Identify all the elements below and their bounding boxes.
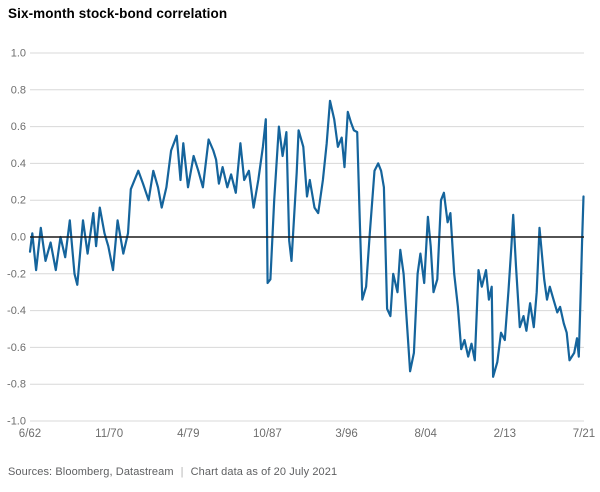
y-tick-label: -0.2 — [7, 268, 26, 280]
x-tick-label: 2/13 — [494, 428, 516, 440]
chart-title: Six-month stock-bond correlation — [8, 6, 228, 21]
chart-footer: Sources: Bloomberg, Datastream | Chart dat… — [8, 466, 337, 478]
x-tick-label: 7/21 — [573, 428, 595, 440]
footer-separator: | — [180, 466, 184, 478]
y-tick-label: -0.8 — [7, 379, 26, 391]
y-tick-label: 1.0 — [11, 48, 26, 60]
x-tick-label: 8/04 — [415, 428, 438, 440]
x-tick-label: 11/70 — [95, 428, 123, 440]
y-tick-label: -0.6 — [7, 342, 26, 354]
sources-text: Sources: Bloomberg, Datastream — [8, 466, 174, 478]
y-tick-label: 0.0 — [11, 232, 26, 244]
y-tick-label: 0.8 — [11, 84, 26, 96]
asof-text: Chart data as of 20 July 2021 — [190, 466, 338, 478]
x-tick-label: 4/79 — [177, 428, 199, 440]
x-tick-label: 10/87 — [253, 428, 282, 440]
y-tick-label: 0.2 — [11, 195, 26, 207]
y-tick-label: 0.4 — [11, 158, 26, 170]
y-tick-label: -1.0 — [7, 416, 26, 428]
y-tick-label: 0.6 — [11, 121, 26, 133]
correlation-line-chart: 1.0 0.8 0.6 0.4 0.2 0.0 -0.2 -0.4 -0.6 -0.8 -1.06/… — [7, 48, 595, 441]
correlation-line — [28, 99, 585, 378]
x-tick-label: 6/62 — [19, 428, 41, 440]
x-tick-label: 3/96 — [335, 428, 357, 440]
y-tick-label: -0.4 — [7, 305, 26, 317]
